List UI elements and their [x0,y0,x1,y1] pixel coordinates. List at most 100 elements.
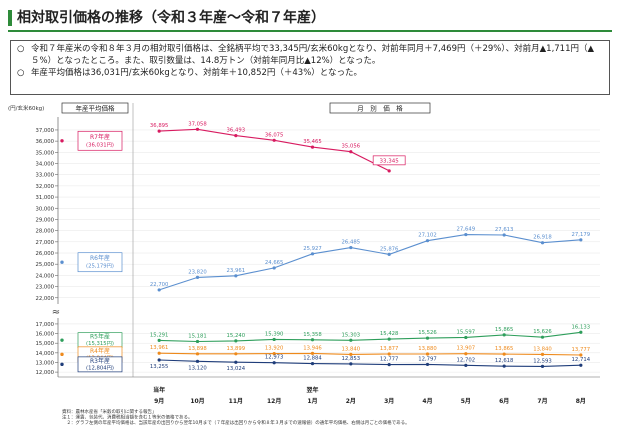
data-label: 15,291 [150,332,169,338]
data-label: 35,056 [342,144,361,150]
y-unit-label: (円/玄米60kg) [8,104,44,112]
series-point [579,330,583,334]
data-label: 25,876 [380,246,399,252]
average-value-label: (12,804円) [86,364,114,371]
series-name-label: R3年産 [90,357,110,365]
title-bar: 相対取引価格の推移（令和３年産～令和７年産） [8,8,612,32]
series-point [310,351,315,355]
y-tick-label: 15,000 [35,341,54,347]
data-label: 13,946 [303,345,322,351]
data-label: 13,120 [188,365,207,371]
x-tick-label: 4月 [422,397,432,405]
series-point [387,169,391,173]
x-tick-label: 9月 [154,397,164,405]
average-value-label: (25,179円) [86,263,114,270]
x-tick-label: 11月 [229,397,243,405]
series-name-label: R7年産 [90,133,110,141]
y-tick-label: 28,000 [35,229,54,235]
data-label: 36,493 [227,128,246,134]
data-label: 13,961 [150,345,169,351]
average-value-label: (15,315円) [86,340,114,347]
series-point [425,239,430,243]
y-tick-label: 13,000 [35,360,54,366]
average-label-box [77,130,123,151]
series-point [540,364,545,368]
page-title: 相対取引価格の推移（令和３年産～令和７年産） [17,10,325,26]
data-label: 37,058 [188,121,207,127]
right-header: 月 別 価 格 [357,104,403,113]
y-tick-label: 25,000 [35,262,54,268]
gridlines [58,129,600,373]
y-tick-label: 24,000 [35,273,54,279]
series-point [464,335,468,340]
y-tick-label: 17,000 [35,322,54,328]
y-tick-label: 37,000 [35,128,54,134]
series-point [387,363,391,367]
data-label: 12,797 [418,356,437,362]
data-label: 24,665 [265,260,284,266]
series-point [464,363,468,367]
data-label-box [372,155,406,166]
series-point [234,352,238,356]
y-tick-label: 32,000 [35,184,54,190]
average-value-label: (36,031円) [86,141,114,148]
y-tick-label: 23,000 [35,285,54,291]
x-prefix-label: 翌年 [306,386,318,394]
series-point [425,362,430,367]
series-name-label: R5年産 [90,333,110,341]
data-labels: 36,895 37,058 36,493 36,075 35,465 35,056 33,3… [150,121,591,372]
data-label: 15,358 [303,332,322,338]
series-point [195,339,200,344]
data-label: 15,240 [227,333,246,339]
data-label: 26,918 [533,235,552,241]
x-tick-label: 6月 [499,397,509,405]
series-line-3 [159,352,581,356]
x-tick-label: 3月 [384,397,394,405]
footnote-3: ２：グラフ左側の年産平均価格は、当該年産の出回りから翌年10月まで（７年産は出回… [62,419,410,426]
data-label: 12,853 [342,356,361,362]
series-lines [157,127,583,368]
average-point [60,260,64,264]
series-point [349,150,353,154]
series-point [502,352,506,356]
x-tick-label: 1月 [307,397,317,405]
footnote-1: 資料：農林水産省「米穀の取引に関する報告」 [62,408,157,415]
data-label: 15,428 [380,331,399,337]
data-label: 13,877 [380,346,399,352]
series-point [349,338,353,342]
data-label: 23,961 [227,268,246,274]
data-label: 27,613 [495,227,514,233]
x-tick-label: 10月 [190,397,204,405]
annual-average-panel: R7年産(36,031円)R6年産(25,179円)R5年産(15,315円)R… [60,130,123,373]
data-label: 13,024 [227,366,246,372]
series-point [310,338,315,342]
data-label: 15,626 [533,329,552,335]
series-point [157,129,161,133]
y-tick-label: 29,000 [35,217,54,223]
y-tick-label: 22,000 [35,296,54,302]
data-label: 36,075 [265,132,284,138]
data-label: 15,597 [457,329,476,335]
data-label: 13,840 [533,346,552,352]
summary-text-1: 令和７年産米の令和８年３月の相対取引価格は、全銘柄平均で33,345円/玄米60… [31,44,595,66]
series-point [540,352,545,356]
x-tick-label: 2月 [346,397,356,405]
data-label: 12,593 [533,358,552,364]
y-tick-label: 34,000 [35,162,54,168]
data-label: 26,485 [342,240,361,246]
y-tick-label: 14,000 [35,351,54,357]
y-tick-label: 31,000 [35,195,54,201]
series-point [272,138,276,142]
y-tick-label: 30,000 [35,206,54,212]
series-point [425,352,430,356]
average-label-box [77,252,123,273]
y-tick-label: 12,000 [35,370,54,376]
series-name-label: R4年産 [90,347,110,355]
series-point [502,333,506,337]
axis-break-mark: ≈ [52,307,60,318]
left-header-box [61,102,129,114]
series-point [234,339,238,343]
summary-item-1: ○ 令和７年産米の令和８年３月の相対取引価格は、全銘柄平均で33,345円/玄米… [17,43,603,67]
data-label: 13,777 [572,347,591,353]
